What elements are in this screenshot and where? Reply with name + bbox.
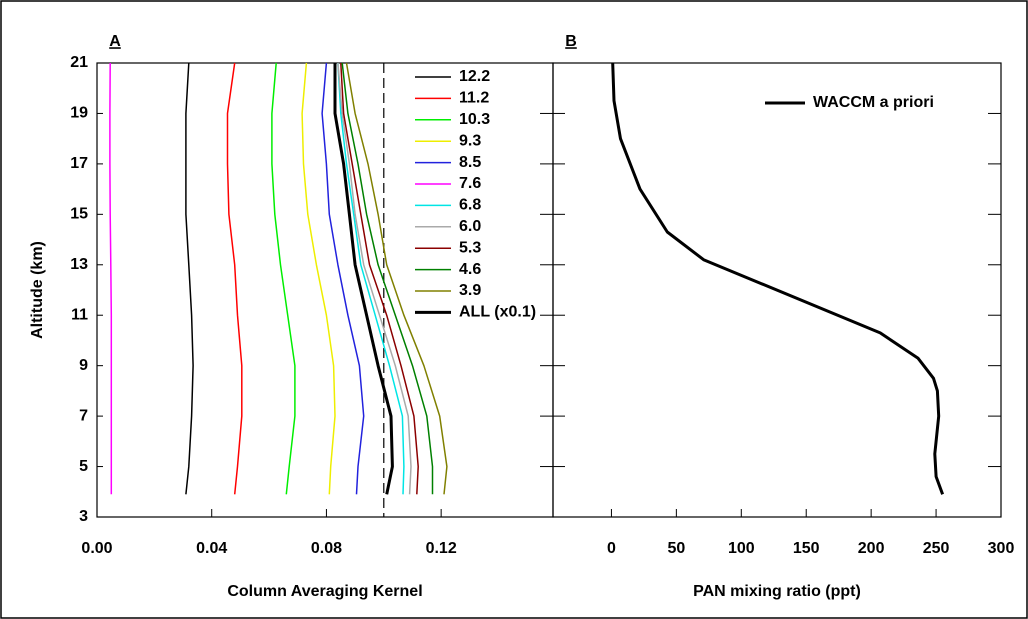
y-axis-title: Altitude (km) [29, 241, 46, 339]
series-line [271, 62, 296, 495]
y-tick-label: 19 [70, 105, 88, 122]
y-tick-label: 13 [70, 256, 88, 273]
x-tick-label: 300 [988, 540, 1015, 557]
legend-label: 11.2 [459, 90, 489, 107]
series-line [337, 62, 412, 495]
panel-label: A [109, 33, 121, 50]
x-tick-label: 50 [667, 540, 685, 557]
x-tick-label: 150 [793, 540, 820, 557]
x-tick-label: 0.00 [81, 540, 112, 557]
legend-label: WACCM a priori [813, 94, 934, 111]
series-line [301, 62, 336, 495]
series-line [321, 62, 365, 495]
x-tick-label: 0 [607, 540, 616, 557]
series-line [185, 62, 194, 495]
x-tick-label: 250 [923, 540, 950, 557]
legend-label: ALL (x0.1) [459, 304, 536, 321]
plot-frame [96, 62, 554, 518]
series-line [341, 62, 434, 495]
legend-label: 12.2 [459, 68, 490, 85]
legend-label: 6.8 [459, 197, 481, 214]
x-tick-label: 200 [858, 540, 885, 557]
x-axis-title: PAN mixing ratio (ppt) [693, 583, 861, 600]
y-tick-label: 15 [70, 206, 88, 223]
y-tick-label: 5 [79, 458, 88, 475]
series-line [337, 62, 405, 495]
series-line [345, 62, 448, 495]
series-line [226, 62, 243, 495]
x-tick-label: 100 [728, 540, 755, 557]
plot-frame [552, 62, 1002, 518]
x-axis-title: Column Averaging Kernel [227, 583, 422, 600]
y-tick-label: 21 [70, 54, 88, 71]
y-tick-label: 7 [79, 407, 88, 424]
legend-label: 4.6 [459, 261, 481, 278]
y-tick-label: 9 [79, 357, 88, 374]
x-tick-label: 0.12 [426, 540, 457, 557]
legend-label: 3.9 [459, 282, 481, 299]
x-tick-label: 0.08 [311, 540, 342, 557]
panel-label: B [565, 33, 577, 50]
legend-label: 9.3 [459, 132, 481, 149]
series-line [611, 62, 945, 495]
legend-label: 7.6 [459, 175, 481, 192]
legend-label: 10.3 [459, 111, 490, 128]
legend-label: 5.3 [459, 239, 481, 256]
series-line [340, 62, 419, 495]
y-tick-label: 3 [79, 508, 88, 525]
y-tick-label: 17 [70, 155, 88, 172]
legend-label: 8.5 [459, 154, 481, 171]
series-line [109, 62, 113, 495]
legend-label: 6.0 [459, 218, 481, 235]
series-line [333, 63, 394, 495]
y-tick-label: 11 [71, 306, 88, 323]
x-tick-label: 0.04 [196, 540, 227, 557]
